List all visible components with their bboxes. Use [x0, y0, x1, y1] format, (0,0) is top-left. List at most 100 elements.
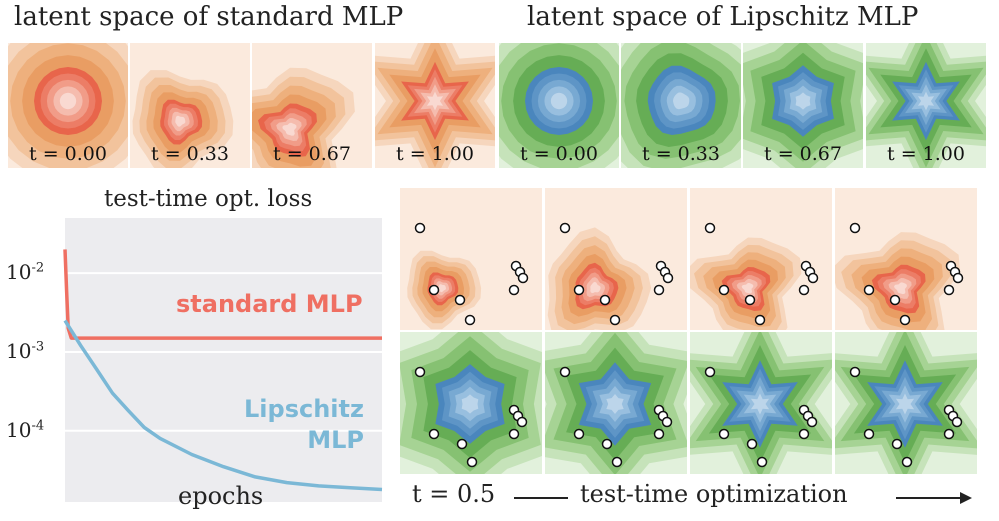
sample-point [599, 294, 611, 306]
top-panel: t = 0.67 [743, 43, 863, 168]
contour-core [917, 91, 935, 111]
opt-panel [835, 188, 977, 330]
sample-point [756, 456, 768, 468]
latent-field [866, 43, 986, 168]
bottom-optimization-label: test-time optimization [580, 480, 848, 508]
sample-point [517, 272, 529, 284]
time-label: t = 0.00 [29, 143, 107, 165]
legend-lipschitz-word: MLP [307, 426, 364, 454]
sample-point [718, 284, 730, 296]
contour-core [590, 281, 601, 294]
latent-field [835, 188, 977, 330]
sample-point [863, 284, 875, 296]
top-panel: t = 1.00 [375, 43, 495, 168]
sample-point [466, 456, 478, 468]
legend-lipschitz-word: Lipschitz [244, 395, 364, 423]
latent-field [621, 43, 741, 168]
contour-core [894, 282, 907, 295]
contour-core [59, 92, 77, 110]
y-tick-label: 10-4 [6, 417, 45, 442]
sample-point [653, 284, 665, 296]
contour-core [426, 91, 444, 111]
latent-field [400, 332, 542, 474]
y-tick-label: 10-3 [6, 338, 45, 363]
y-tick-label: 10-2 [6, 260, 45, 285]
opt-panel [835, 332, 977, 474]
time-label: t = 0.67 [764, 143, 842, 165]
time-label: t = 0.67 [273, 143, 351, 165]
latent-field [375, 43, 495, 168]
sample-point [516, 416, 528, 428]
time-label: t = 0.33 [151, 143, 229, 165]
contour-core [895, 393, 915, 415]
sample-point [798, 284, 810, 296]
sample-point [661, 416, 673, 428]
series-line-lipschitz [63, 319, 383, 492]
plot-background [65, 218, 382, 502]
sample-point [849, 366, 861, 378]
series-line-standard [63, 249, 382, 340]
sample-point [754, 314, 766, 326]
sample-point [559, 366, 571, 378]
sample-point [899, 314, 911, 326]
sample-point [704, 222, 716, 234]
sample-point [746, 438, 758, 450]
latent-field [690, 188, 832, 330]
latent-field [545, 188, 687, 330]
contour-core [282, 122, 297, 136]
sample-point [952, 272, 964, 284]
sample-point [889, 294, 901, 306]
sample-point [414, 222, 426, 234]
sample-point [573, 428, 585, 440]
sample-point [744, 294, 756, 306]
top-panel: t = 0.33 [621, 43, 741, 168]
sample-point [611, 456, 623, 468]
sample-point [559, 222, 571, 234]
latent-field [835, 332, 977, 474]
sample-point [807, 272, 819, 284]
sample-point [573, 284, 585, 296]
header-lipschitz: latent space of Lipschitz MLP [527, 2, 919, 32]
sample-point [428, 284, 440, 296]
time-label: t = 1.00 [887, 143, 965, 165]
contour-core [438, 284, 446, 293]
sample-point [508, 428, 520, 440]
sample-point [806, 416, 818, 428]
sample-point [662, 272, 674, 284]
header-standard: latent space of standard MLP [14, 2, 404, 32]
time-label: t = 0.00 [520, 143, 598, 165]
sample-point [414, 366, 426, 378]
sample-point [508, 284, 520, 296]
sample-point [704, 366, 716, 378]
sample-point [863, 428, 875, 440]
latent-field [130, 43, 250, 168]
sample-point [428, 428, 440, 440]
top-panel: t = 1.00 [866, 43, 986, 168]
contour-core [550, 92, 568, 110]
latent-field [743, 43, 863, 168]
sample-point [456, 438, 468, 450]
sample-point [891, 438, 903, 450]
top-panel: t = 0.00 [499, 43, 619, 168]
contour-core [606, 394, 624, 414]
top-panel: t = 0.00 [8, 43, 128, 168]
arrow-left-line [514, 497, 568, 499]
sample-point [798, 428, 810, 440]
contour-core [673, 92, 690, 110]
sample-point [601, 438, 613, 450]
contour-core [741, 283, 754, 294]
latent-field [690, 332, 832, 474]
loss-chart [63, 218, 383, 502]
opt-panel [545, 188, 687, 330]
x-axis-label: epochs [178, 482, 264, 510]
bottom-t-label: t = 0.5 [412, 480, 496, 508]
top-panel: t = 0.67 [252, 43, 372, 168]
top-panel: t = 0.33 [130, 43, 250, 168]
opt-panel [690, 332, 832, 474]
sample-point [901, 456, 913, 468]
latent-field [8, 43, 128, 168]
latent-field [499, 43, 619, 168]
opt-panel [690, 188, 832, 330]
sample-point [718, 428, 730, 440]
contour-core [750, 393, 770, 415]
